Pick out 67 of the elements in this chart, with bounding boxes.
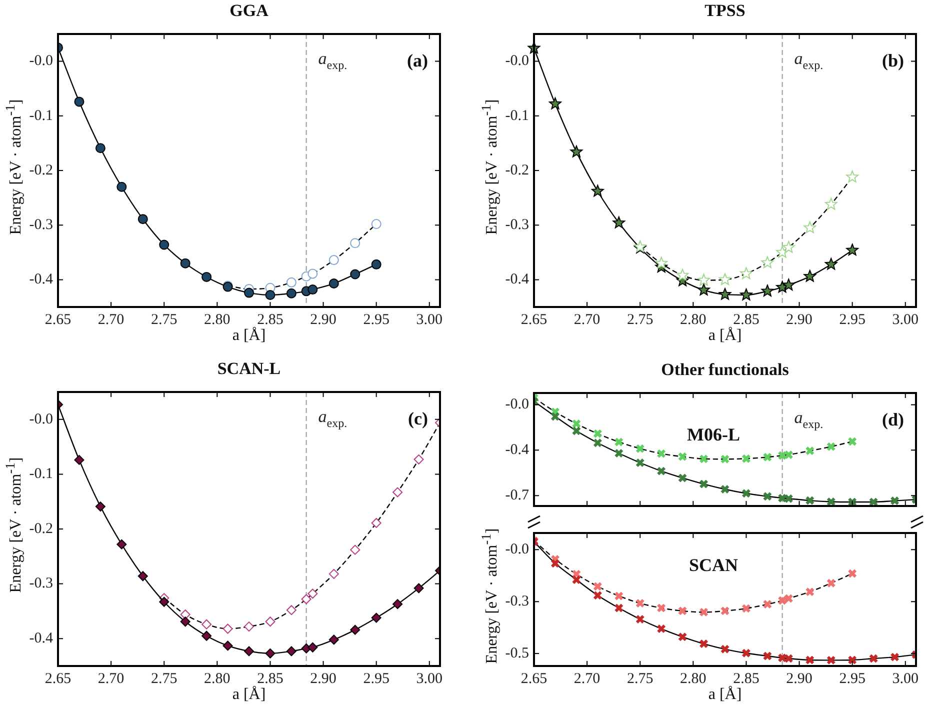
x-tick-label: 3.00 [892,670,919,687]
y-tick-label: -0.4 [29,272,54,288]
annotation: (c) [408,408,428,429]
x-tick-label: 2.85 [257,312,284,328]
y-tick-label: -0.0 [505,53,529,70]
x-tick-label: 2.75 [626,670,654,687]
y-tick-label: -0.0 [29,411,53,428]
x-tick-label: 2.90 [310,312,336,328]
x-tick-label: 2.95 [363,670,390,687]
x-tick-label: 2.75 [626,312,654,328]
y-tick-label: -0.2 [29,162,53,178]
y-tick-label: -0.4 [505,442,530,458]
x-tick-label: 2.70 [98,312,124,328]
x-tick-label: 2.75 [150,312,178,328]
x-tick-label: 2.70 [574,670,600,687]
x-tick-label: 2.80 [204,670,230,687]
y-tick-label: -0.7 [505,488,530,504]
chart-title: TPSS [704,1,746,21]
x-tick-label: 2.90 [786,670,812,687]
y-tick-label: -0.4 [505,272,530,288]
x-tick-label: 3.00 [416,312,443,328]
annotation: (b) [882,50,904,71]
x-tick-label: 2.85 [257,670,284,687]
x-tick-label: 3.00 [416,670,443,687]
x-tick-label: 2.65 [44,312,72,328]
y-tick-label: -0.3 [505,594,529,610]
x-axis-title: a [Å] [231,686,267,704]
x-tick-label: 2.75 [150,670,178,687]
y-tick-label: -0.3 [29,217,53,234]
y-tick-label: -0.4 [29,630,54,647]
x-axis-title: a [Å] [707,686,743,704]
annotation: (d) [882,410,904,430]
y-tick-label: -0.0 [505,396,529,413]
x-axis-title: a [Å] [707,327,743,345]
x-tick-label: 2.95 [839,670,866,687]
x-tick-label: 3.00 [892,312,919,328]
x-tick-label: 2.65 [520,670,548,687]
y-tick-label: -0.0 [505,542,529,558]
chart-title: Other functionals [660,360,790,380]
y-tick-label: -0.5 [505,645,529,662]
y-tick-label: -0.3 [505,217,529,234]
x-tick-label: 2.65 [44,670,72,687]
annotation: M06-L [687,424,740,445]
x-tick-label: 2.70 [574,312,600,328]
x-tick-label: 2.85 [733,670,760,687]
y-tick-label: -0.1 [505,108,529,124]
y-tick-label: -0.3 [29,576,53,592]
x-axis-title: a [Å] [231,327,267,345]
x-tick-label: 2.80 [680,312,706,328]
x-tick-label: 2.85 [733,312,760,328]
x-tick-label: 2.80 [204,312,230,328]
x-tick-label: 2.80 [680,670,706,687]
y-tick-label: -0.0 [29,53,53,70]
x-tick-label: 2.90 [310,670,336,687]
x-tick-label: 2.95 [839,312,866,328]
x-tick-label: 2.65 [520,312,548,328]
chart-title: SCAN-L [216,359,282,379]
chart-title: GGA [228,1,270,21]
annotation: (a) [407,50,428,71]
x-tick-label: 2.95 [363,312,390,328]
y-tick-label: -0.1 [29,466,53,482]
y-tick-label: -0.1 [29,108,53,124]
x-tick-label: 2.70 [98,670,124,687]
annotation: SCAN [689,554,738,575]
y-tick-label: -0.2 [505,162,529,178]
y-tick-label: -0.2 [29,520,53,537]
x-tick-label: 2.90 [786,312,812,328]
